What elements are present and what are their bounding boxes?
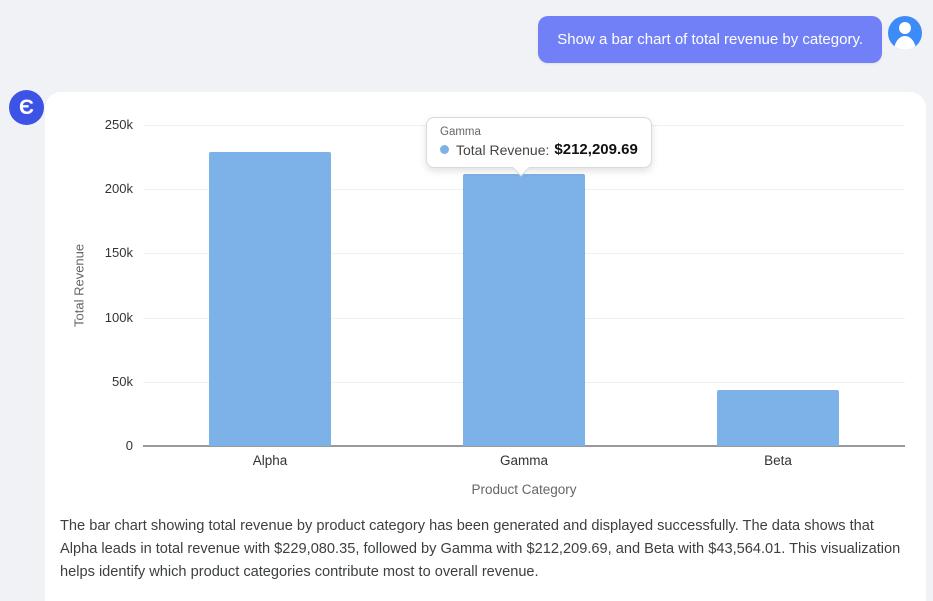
y-tick-label: 250k: [104, 117, 133, 132]
assistant-summary-text: The bar chart showing total revenue by p…: [60, 518, 901, 580]
user-message-bubble: Show a bar chart of total revenue by cat…: [538, 16, 882, 63]
x-tick-label-beta: Beta: [764, 453, 792, 468]
series-dot-icon: [440, 145, 449, 154]
assistant-message-card: Total Revenue 0 50k 100k 150k 200k 250k Alpha…: [45, 92, 926, 601]
bar-alpha[interactable]: [209, 151, 331, 446]
tooltip-value: $212,209.69: [554, 141, 638, 158]
x-tick-label-gamma: Gamma: [499, 453, 548, 468]
y-tick-label: 50k: [112, 373, 133, 389]
assistant-avatar: Є: [9, 90, 44, 125]
y-tick-label: 150k: [104, 245, 133, 261]
bar-beta[interactable]: [717, 390, 839, 446]
y-tick-label: 0: [125, 438, 133, 453]
y-tick-label: 200k: [104, 181, 133, 197]
tooltip-series-label: Total Revenue:: [456, 141, 550, 158]
x-axis-title: Product Category: [471, 482, 577, 497]
user-avatar: [888, 16, 922, 50]
x-tick-label-alpha: Alpha: [252, 453, 288, 468]
bar-gamma[interactable]: [463, 173, 585, 446]
y-tick-label: 100k: [104, 309, 133, 325]
tooltip-category: Gamma: [440, 126, 481, 138]
revenue-bar-chart: Total Revenue 0 50k 100k 150k 200k 250k Alpha…: [45, 92, 926, 601]
x-axis-line: [143, 445, 905, 447]
y-axis-title: Total Revenue: [71, 243, 87, 328]
person-icon: [899, 22, 911, 34]
chart-tooltip: Gamma Total Revenue: $212,209.69: [426, 117, 652, 177]
x-tick-labels: Alpha Gamma Beta: [143, 453, 905, 473]
person-icon-shoulders: [894, 36, 916, 50]
